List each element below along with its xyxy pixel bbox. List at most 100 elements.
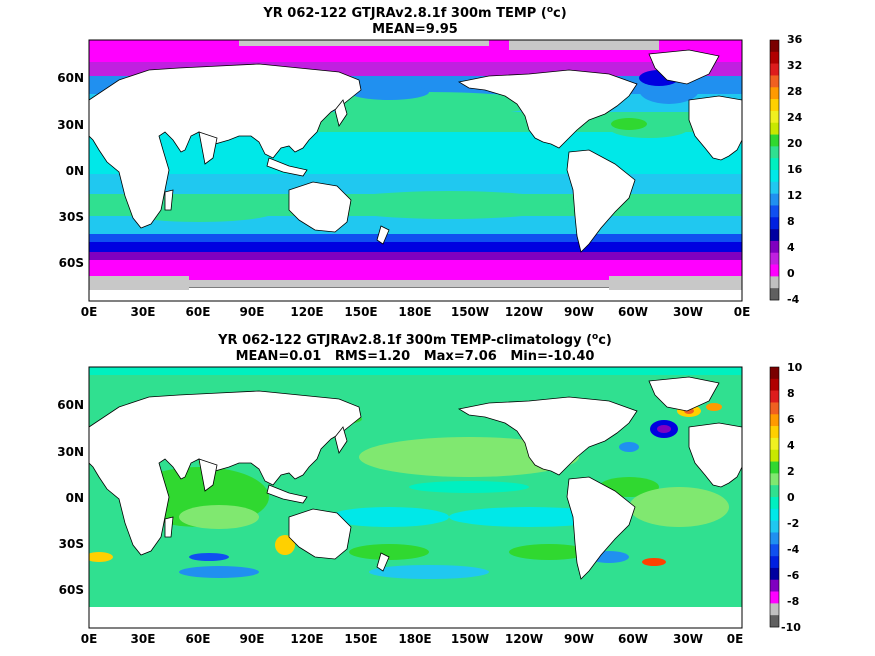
top-colorbar-labels: 36 32 28 24 20 16 12 8 4 0 -4 <box>787 33 803 306</box>
bottom-lon-label: 150W <box>451 632 489 646</box>
bottom-colorbar-swatch <box>770 390 779 403</box>
top-lon-label: 90E <box>240 305 265 319</box>
top-lon-label: 180E <box>398 305 431 319</box>
top-colorbar-swatch <box>770 158 779 171</box>
bottom-lat-label: 0N <box>66 491 84 505</box>
top-colorbar-label: -4 <box>787 293 800 306</box>
top-colorbar-swatch <box>770 99 779 112</box>
bottom-panel: YR 062-122 GTJRAv2.8.1f 300m TEMP-climat… <box>57 332 802 646</box>
bottom-colorbar-label: -4 <box>787 543 800 556</box>
top-lat-label: 30N <box>57 118 84 132</box>
bottom-lon-label: 90W <box>564 632 594 646</box>
bottom-colorbar-swatch <box>770 414 779 427</box>
bottom-lon-label: 30W <box>673 632 703 646</box>
bottom-colorbar-swatch <box>770 615 779 628</box>
bottom-colorbar-swatch <box>770 461 779 474</box>
bottom-lat-label: 30S <box>59 537 84 551</box>
bottom-lon-label: 120W <box>505 632 543 646</box>
bottom-colorbar-label: 10 <box>787 361 803 374</box>
bottom-colorbar-swatch <box>770 367 779 380</box>
top-colorbar-swatch <box>770 134 779 147</box>
bottom-colorbar-label: 6 <box>787 413 795 426</box>
bottom-colorbar-label: -10 <box>781 621 801 634</box>
top-colorbar-label: 28 <box>787 85 802 98</box>
top-lon-label: 120E <box>290 305 323 319</box>
top-colorbar-swatch <box>770 40 779 53</box>
bottom-colorbar-swatch <box>770 532 779 545</box>
bottom-lat-axis: 60N 30N 0N 30S 60S <box>57 398 84 597</box>
bottom-subtitle: MEAN=0.01 RMS=1.20 Max=7.06 Min=-10.40 <box>236 349 595 364</box>
bottom-colorbar-label: -8 <box>787 595 799 608</box>
top-lon-label: 30W <box>673 305 703 319</box>
bottom-lon-label: 60E <box>186 632 211 646</box>
top-lat-label: 60S <box>59 256 84 270</box>
bottom-colorbar-frame <box>769 366 780 628</box>
top-lat-label: 0N <box>66 164 84 178</box>
top-colorbar-swatch <box>770 276 779 289</box>
bottom-colorbar-swatch <box>770 579 779 592</box>
bottom-colorbar-swatch <box>770 497 779 510</box>
bottom-colorbar-label: 0 <box>787 491 795 504</box>
bottom-colorbar-swatch <box>770 567 779 581</box>
bottom-colorbar-swatch <box>770 485 779 498</box>
bottom-colorbar-swatch <box>770 426 779 439</box>
top-map-frame <box>88 39 743 302</box>
bottom-lon-label: 0E <box>81 632 98 646</box>
top-lon-label: 60W <box>618 305 648 319</box>
top-colorbar-label: 20 <box>787 137 803 150</box>
top-lon-label: 150W <box>451 305 489 319</box>
top-colorbar-label: 4 <box>787 241 795 254</box>
bottom-lon-label: 60W <box>618 632 648 646</box>
top-colorbar-swatch <box>770 63 779 76</box>
top-colorbar-swatch <box>770 146 779 159</box>
top-title: YR 062-122 GTJRAv2.8.1f 300m TEMP (oc) <box>262 5 566 21</box>
top-colorbar-swatch <box>770 181 779 194</box>
top-lon-label: 0E <box>734 305 751 319</box>
top-subtitle: MEAN=9.95 <box>372 22 458 37</box>
top-colorbar-label: 16 <box>787 163 803 176</box>
top-colorbar-swatch <box>770 229 779 242</box>
bottom-colorbar-swatch <box>770 449 779 462</box>
top-panel: YR 062-122 GTJRAv2.8.1f 300m TEMP (oc) M… <box>57 5 802 319</box>
top-colorbar-swatch <box>770 205 779 218</box>
top-lat-label: 60N <box>57 71 84 85</box>
top-colorbar-label: 32 <box>787 59 802 72</box>
bottom-lat-label: 60S <box>59 583 84 597</box>
bottom-colorbar-label: 2 <box>787 465 795 478</box>
bottom-lon-label: 30E <box>131 632 156 646</box>
bottom-lon-label: 120E <box>290 632 323 646</box>
top-lon-label: 90W <box>564 305 594 319</box>
top-colorbar-swatch <box>770 51 779 64</box>
bottom-lat-label: 30N <box>57 445 84 459</box>
top-colorbar-label: 8 <box>787 215 795 228</box>
bottom-colorbar-swatch <box>770 473 779 486</box>
bottom-colorbar-swatch <box>770 508 779 521</box>
top-colorbar-swatch <box>770 217 779 230</box>
bottom-colorbar-swatch <box>770 556 779 569</box>
top-colorbar-swatch <box>770 193 779 206</box>
bottom-colorbar-label: -6 <box>787 569 800 582</box>
top-colorbar-label: 12 <box>787 189 802 202</box>
bottom-colorbar-label: 4 <box>787 439 795 452</box>
top-colorbar-swatch <box>770 240 779 254</box>
bottom-lat-label: 60N <box>57 398 84 412</box>
top-colorbar-swatch <box>770 170 779 183</box>
bottom-lon-label: 150E <box>344 632 377 646</box>
top-colorbar-swatch <box>770 288 779 301</box>
top-colorbar-swatch <box>770 110 779 124</box>
bottom-title: YR 062-122 GTJRAv2.8.1f 300m TEMP-climat… <box>217 332 612 348</box>
bottom-colorbar-swatch <box>770 544 779 557</box>
top-lat-axis: 60N 30N 0N 30S 60S <box>57 71 84 270</box>
top-colorbar-swatch <box>770 122 779 135</box>
top-lon-label: 60E <box>186 305 211 319</box>
top-colorbar-label: 0 <box>787 267 795 280</box>
top-colorbar <box>769 39 780 301</box>
bottom-lon-label: 0E <box>727 632 744 646</box>
top-lat-label: 30S <box>59 210 84 224</box>
top-lon-axis: 0E 30E 60E 90E 120E 150E 180E 150W 120W … <box>81 305 751 319</box>
bottom-lon-axis: 0E 30E 60E 90E 120E 150E 180E 150W 120W … <box>81 632 744 646</box>
top-lon-label: 120W <box>505 305 543 319</box>
top-colorbar-label: 36 <box>787 33 803 46</box>
top-colorbar-frame <box>769 39 780 301</box>
